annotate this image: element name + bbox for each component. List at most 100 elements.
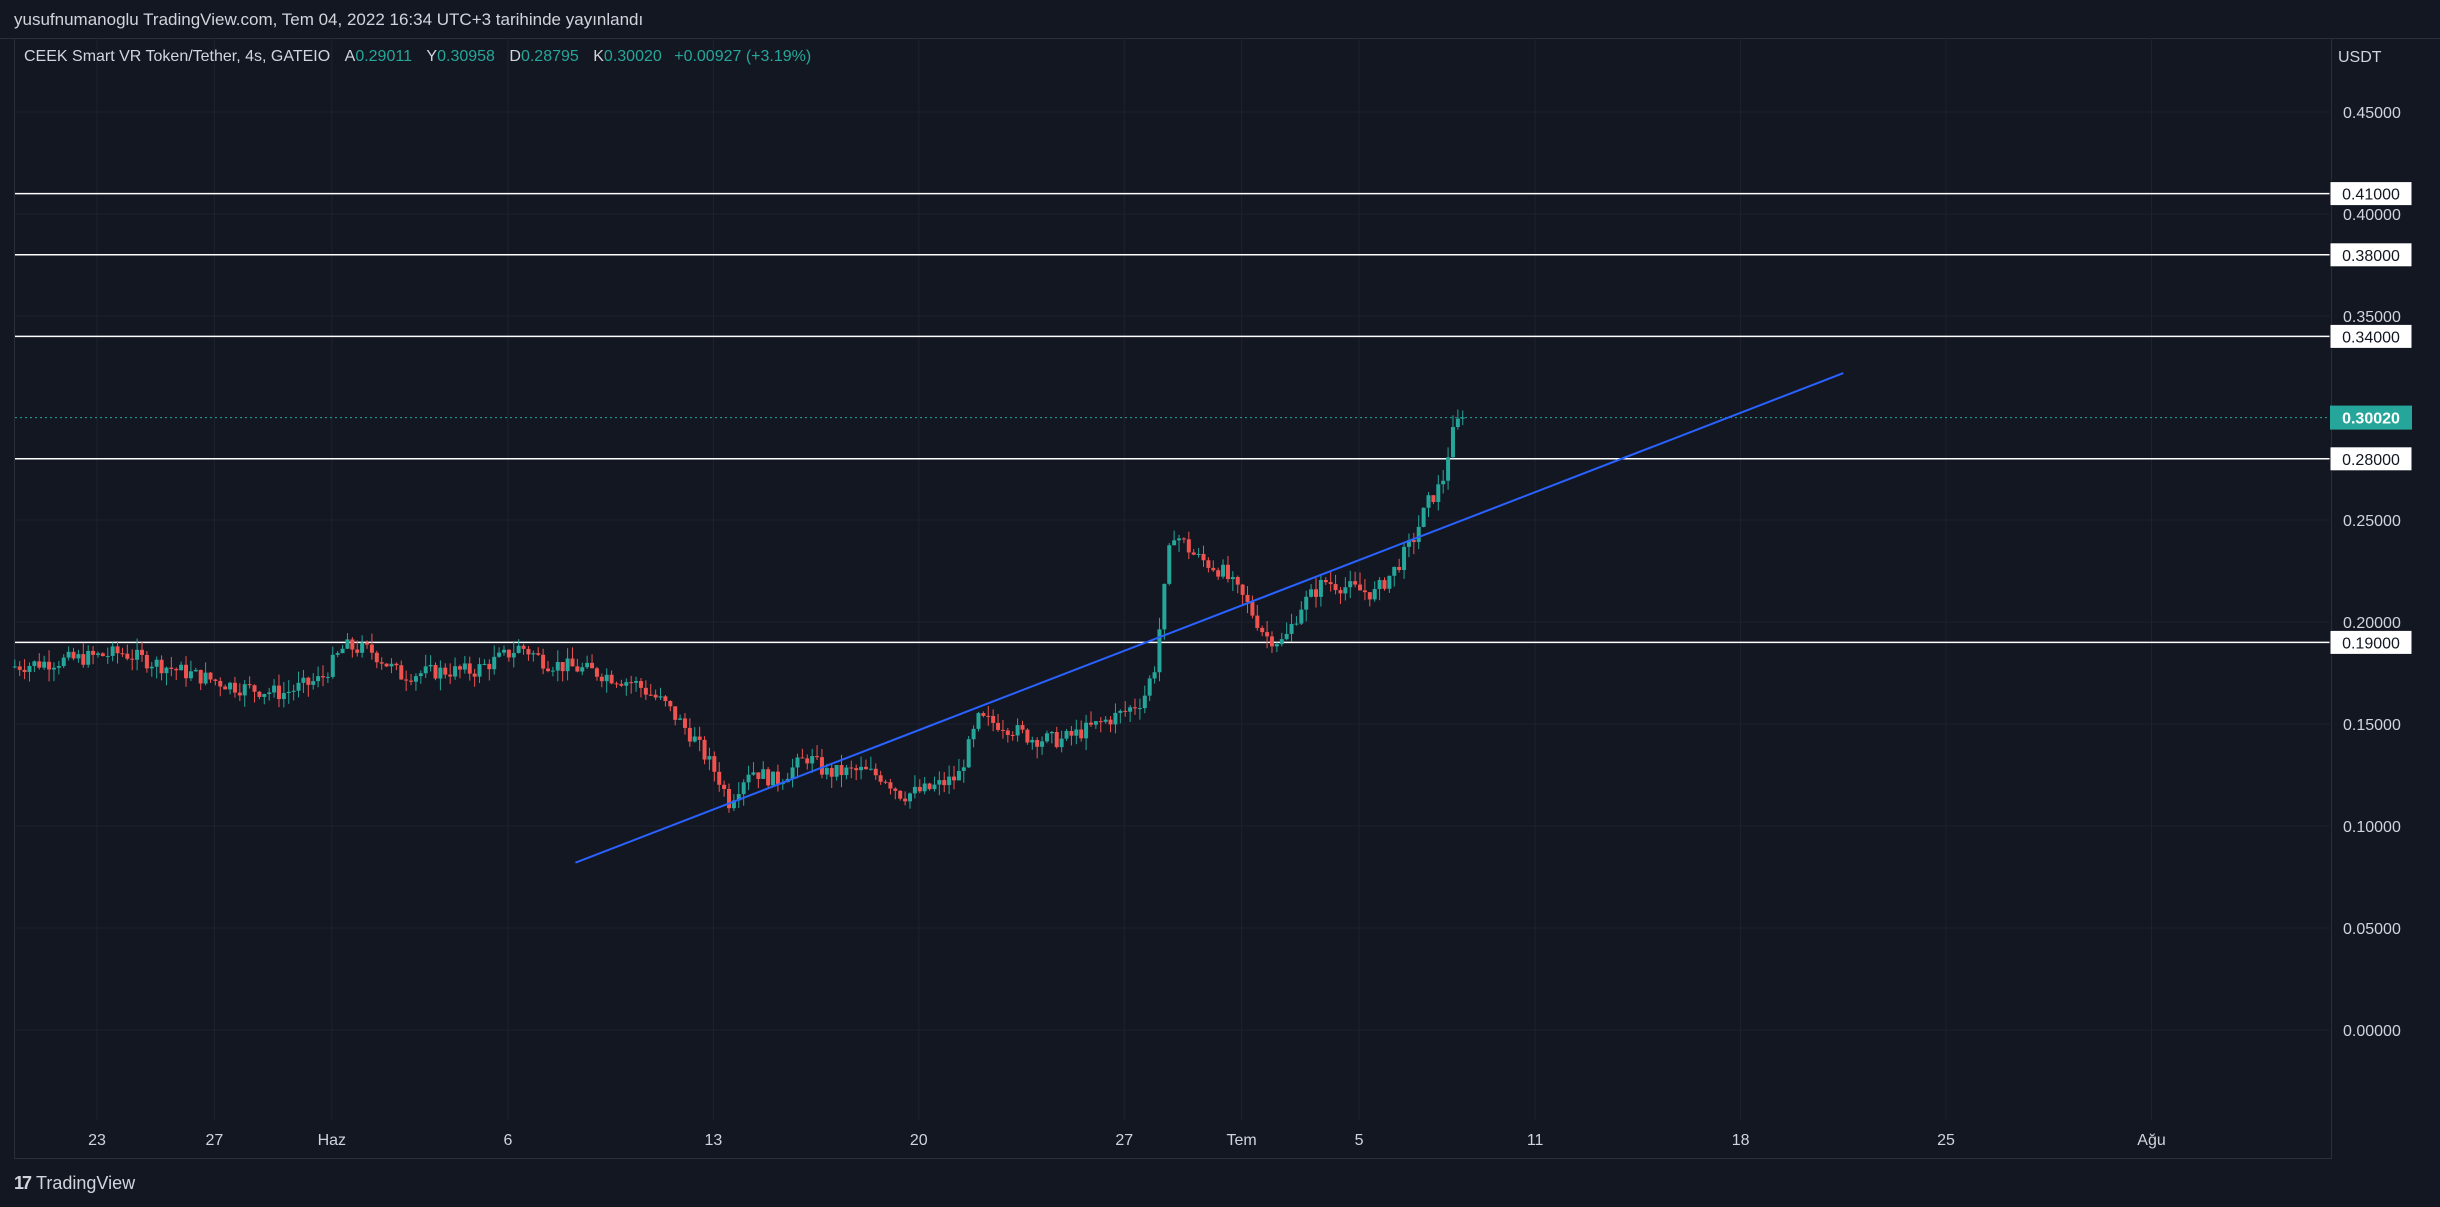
- candle-body: [898, 790, 903, 799]
- candle-body: [311, 681, 316, 685]
- candle-body: [1079, 729, 1084, 739]
- candle-body: [1460, 417, 1465, 419]
- candle-body: [1353, 581, 1358, 585]
- candle-body: [810, 756, 815, 764]
- candle-body: [1093, 721, 1098, 725]
- time-tick-label: 27: [1115, 1132, 1133, 1149]
- candle-body: [1064, 731, 1069, 739]
- candle-body: [1137, 708, 1142, 710]
- candle-body: [193, 669, 198, 672]
- candle-body: [61, 657, 66, 667]
- candle-body: [174, 668, 179, 671]
- candle-body: [301, 677, 306, 683]
- time-axis: 23 27 Haz 6 13 20 27 Tem 5 11 18 25 Ağu: [88, 1132, 2166, 1149]
- candle-body: [952, 776, 957, 781]
- candle-body: [1040, 741, 1045, 747]
- candle-body: [526, 648, 531, 655]
- time-tick-label: Tem: [1227, 1132, 1257, 1149]
- candle-body: [1397, 566, 1402, 571]
- price-tick-label: 0.10000: [2343, 819, 2401, 836]
- candle-body: [1274, 644, 1279, 647]
- candle-body: [355, 649, 360, 653]
- candle-body: [1133, 707, 1138, 709]
- candle-body: [1362, 590, 1367, 593]
- candle-body: [971, 728, 976, 740]
- candle-body: [722, 784, 727, 789]
- candle-body: [536, 653, 541, 655]
- candle-body: [917, 786, 922, 792]
- candle-body: [903, 798, 908, 802]
- candle-body: [854, 768, 859, 771]
- candle-body: [188, 671, 193, 679]
- publication-title: yusufnumanoglu TradingView.com, Tem 04, …: [14, 10, 644, 29]
- candle-body: [1416, 526, 1421, 542]
- candle-body: [996, 722, 1001, 730]
- tradingview-logo-icon: 17: [14, 1173, 32, 1193]
- candle-body: [1069, 731, 1074, 736]
- candle-body: [453, 666, 458, 677]
- candle-body: [531, 653, 536, 655]
- candle-body: [1157, 629, 1162, 673]
- candle-body: [203, 672, 208, 684]
- candle-body: [1426, 495, 1431, 508]
- candle-body: [580, 667, 585, 672]
- candle-body: [1411, 540, 1416, 542]
- price-tick-label: 0.20000: [2343, 615, 2401, 632]
- tradingview-logo[interactable]: 17 TradingView: [14, 1173, 135, 1194]
- open-value: 0.29011: [355, 48, 412, 65]
- candle-body: [834, 764, 839, 777]
- candle-body: [1152, 672, 1157, 679]
- candlestick-chart[interactable]: 0.41000 0.38000 0.34000 0.28000 0.19000 0.300…: [0, 0, 2440, 1159]
- candle-body: [179, 664, 184, 671]
- candle-body: [1088, 722, 1093, 725]
- candle-body: [912, 786, 917, 794]
- candle-body: [257, 691, 262, 697]
- price-level-tag: [2329, 446, 2413, 472]
- candle-body: [565, 658, 570, 672]
- candle-body: [1323, 580, 1328, 583]
- candle-body: [1372, 589, 1377, 600]
- candle-body: [184, 664, 189, 679]
- candle-body: [1030, 740, 1035, 743]
- candle-body: [555, 662, 560, 671]
- candle-body: [663, 696, 668, 702]
- candle-body: [457, 666, 462, 670]
- candle-body: [868, 768, 873, 770]
- candle-body: [771, 771, 776, 786]
- candle-body: [1225, 564, 1230, 580]
- candle-body: [1265, 632, 1270, 637]
- candle-body: [1118, 710, 1123, 713]
- candle-body: [91, 650, 96, 655]
- open-label: A: [344, 48, 356, 65]
- candle-body: [1196, 553, 1201, 555]
- candle-body: [433, 664, 438, 679]
- candle-body: [1343, 587, 1348, 594]
- candle-body: [1201, 553, 1206, 561]
- candle-body: [1074, 729, 1079, 736]
- candle-body: [1309, 589, 1314, 597]
- candle-body: [927, 783, 932, 790]
- candle-body: [330, 654, 335, 677]
- candle-body: [1402, 546, 1407, 571]
- time-tick-label: 13: [704, 1132, 722, 1149]
- candle-body: [252, 685, 257, 692]
- price-tick-label: 0.45000: [2343, 105, 2401, 122]
- candle-body: [1294, 623, 1299, 625]
- price-tick-label: 0.15000: [2343, 717, 2401, 734]
- candle-body: [149, 666, 154, 669]
- candle-body: [1377, 580, 1382, 590]
- price-level-label: 0.19000: [2342, 635, 2400, 652]
- candle-body: [599, 676, 604, 682]
- candle-body: [1450, 427, 1455, 458]
- candle-body: [399, 665, 404, 680]
- candle-body: [795, 757, 800, 768]
- chart-pane[interactable]: [14, 38, 2332, 1159]
- candle-body: [1206, 560, 1211, 568]
- candle-body: [824, 768, 829, 775]
- candle-body: [1191, 552, 1196, 555]
- candle-body: [135, 649, 140, 660]
- candle-body: [736, 794, 741, 801]
- symbol-name[interactable]: CEEK Smart VR Token/Tether, 4s, GATEIO: [24, 48, 331, 65]
- candle-body: [1108, 719, 1113, 725]
- candle-body: [805, 758, 810, 764]
